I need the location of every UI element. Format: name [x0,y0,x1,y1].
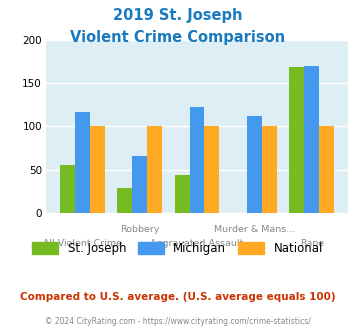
Bar [175,175,190,213]
Bar [75,112,90,213]
Bar [304,66,319,213]
Bar [289,67,304,213]
Bar [247,116,262,213]
Bar [190,107,204,213]
Text: 2019 St. Joseph: 2019 St. Joseph [113,8,242,23]
Text: © 2024 CityRating.com - https://www.cityrating.com/crime-statistics/: © 2024 CityRating.com - https://www.city… [45,317,310,326]
Bar [60,165,75,213]
Legend: St. Joseph, Michigan, National: St. Joseph, Michigan, National [27,237,328,260]
Bar [117,188,132,213]
Text: Aggravated Assault: Aggravated Assault [151,239,244,248]
Text: Compared to U.S. average. (U.S. average equals 100): Compared to U.S. average. (U.S. average … [20,292,335,302]
Bar [147,126,162,213]
Text: Violent Crime Comparison: Violent Crime Comparison [70,30,285,45]
Bar [319,126,334,213]
Bar [262,126,277,213]
Bar [90,126,105,213]
Text: All Violent Crime: All Violent Crime [43,239,122,248]
Text: Murder & Mans...: Murder & Mans... [214,225,295,234]
Text: Robbery: Robbery [120,225,159,234]
Text: Rape: Rape [300,239,324,248]
Bar [204,126,219,213]
Bar [132,156,147,213]
